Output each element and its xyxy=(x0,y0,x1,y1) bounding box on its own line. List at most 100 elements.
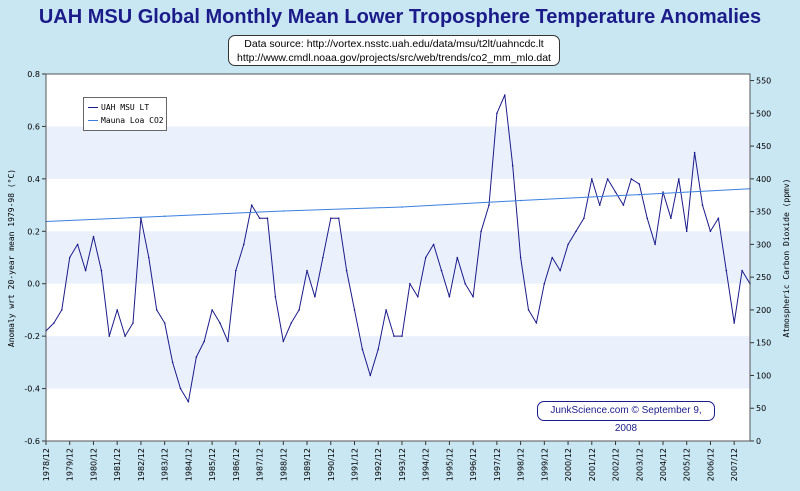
data-point-uah xyxy=(274,296,277,298)
series-layer xyxy=(45,94,751,403)
data-source-box: Data source: http://vortex.nsstc.uah.edu… xyxy=(228,35,560,66)
series-line-uah xyxy=(45,94,751,403)
data-point-uah xyxy=(219,322,221,324)
x-tick-label: 2007/12 xyxy=(730,448,739,481)
data-point-uah xyxy=(741,269,743,272)
legend: UAH MSU LT Mauna Loa CO2 xyxy=(83,97,167,131)
y-tick-label: 0.8 xyxy=(27,70,40,79)
x-tick-label: 1999/12 xyxy=(540,448,549,481)
x-tick-label: 1978/12 xyxy=(42,448,51,481)
data-point-uah xyxy=(385,309,387,311)
data-point-uah xyxy=(551,256,553,259)
data-point-uah xyxy=(322,256,324,259)
data-point-uah xyxy=(163,322,166,324)
x-tick-label: 1994/12 xyxy=(422,448,431,481)
x-tick-label: 1983/12 xyxy=(161,448,170,481)
y2-tick-label: 450 xyxy=(756,142,771,151)
y2-tick-label: 250 xyxy=(756,273,771,282)
y-tick-label: 0.2 xyxy=(27,227,40,236)
data-point-uah xyxy=(733,322,735,324)
data-point-uah xyxy=(306,269,308,272)
data-point-uah xyxy=(266,217,269,219)
x-tick-label: 1997/12 xyxy=(493,448,502,481)
data-point-co2 xyxy=(519,199,522,202)
x-tick-label: 2004/12 xyxy=(659,448,668,481)
data-point-uah xyxy=(472,296,474,298)
y-axis-ticks: -0.6 -0.4 -0.2 0.0 0.2 0.4 0.6 0.8 xyxy=(24,70,46,446)
x-tick-label: 1998/12 xyxy=(517,448,526,481)
data-point-co2 xyxy=(163,215,166,217)
y-tick-label: -0.4 xyxy=(24,385,40,394)
x-tick-label: 1989/12 xyxy=(303,448,312,481)
y2-tick-label: 200 xyxy=(756,306,771,315)
data-point-uah xyxy=(377,348,380,351)
x-tick-label: 1979/12 xyxy=(66,448,75,481)
data-point-uah xyxy=(511,164,514,167)
legend-label-uah: UAH MSU LT xyxy=(101,103,150,112)
x-tick-label: 1985/12 xyxy=(208,448,217,481)
y-tick-label: -0.2 xyxy=(24,332,40,341)
y-tick-label: 0.6 xyxy=(27,122,40,131)
data-point-uah xyxy=(84,269,87,272)
data-point-uah xyxy=(353,309,356,311)
data-point-uah xyxy=(282,340,285,343)
data-point-uah xyxy=(227,340,229,343)
data-point-uah xyxy=(591,178,593,180)
data-point-uah xyxy=(116,309,118,311)
legend-swatch-uah xyxy=(88,107,98,108)
data-point-uah xyxy=(401,335,403,337)
data-point-uah xyxy=(543,282,546,285)
x-tick-label: 1982/12 xyxy=(137,448,146,481)
data-point-uah xyxy=(250,204,253,206)
data-point-uah xyxy=(124,335,126,337)
x-tick-label: 1991/12 xyxy=(350,448,359,481)
y2-tick-label: 550 xyxy=(756,77,771,86)
y-tick-label: -0.6 xyxy=(24,437,40,446)
data-point-uah xyxy=(155,309,158,311)
x-tick-label: 2000/12 xyxy=(564,448,573,481)
data-point-uah xyxy=(598,204,601,206)
data-point-uah xyxy=(575,230,577,233)
x-tick-label: 2002/12 xyxy=(612,448,621,481)
data-point-uah xyxy=(187,400,190,403)
data-point-uah xyxy=(424,256,427,259)
data-point-uah xyxy=(709,230,712,233)
data-point-uah xyxy=(567,243,569,246)
data-point-uah xyxy=(290,322,293,324)
data-point-uah xyxy=(148,256,150,259)
y2-tick-label: 400 xyxy=(756,175,771,184)
data-point-uah xyxy=(108,335,111,337)
x-tick-label: 2005/12 xyxy=(683,448,692,481)
data-point-uah xyxy=(393,335,395,337)
x-tick-label: 1996/12 xyxy=(469,448,478,481)
data-point-uah xyxy=(195,356,198,358)
y2-tick-label: 500 xyxy=(756,109,771,118)
data-point-uah xyxy=(258,217,261,219)
data-point-co2 xyxy=(282,210,285,212)
data-point-uah xyxy=(535,322,538,324)
data-point-uah xyxy=(369,374,372,377)
data-point-uah xyxy=(480,230,482,233)
y-tick-label: 0.0 xyxy=(27,280,40,289)
data-point-uah xyxy=(464,282,467,285)
x-tick-label: 1984/12 xyxy=(184,448,193,481)
y2-tick-label: 150 xyxy=(756,339,771,348)
data-point-uah xyxy=(243,243,245,246)
grid-band xyxy=(46,231,750,284)
data-point-uah xyxy=(417,296,419,298)
data-point-uah xyxy=(140,217,142,219)
legend-label-co2: Mauna Loa CO2 xyxy=(101,116,164,125)
data-point-co2 xyxy=(638,193,641,196)
data-point-uah xyxy=(527,309,530,311)
x-tick-label: 1986/12 xyxy=(232,448,241,481)
data-point-uah xyxy=(409,282,411,285)
data-point-uah xyxy=(662,191,664,193)
data-point-uah xyxy=(203,340,205,343)
data-point-uah xyxy=(345,269,348,272)
data-point-uah xyxy=(61,309,63,311)
data-point-uah xyxy=(432,243,435,246)
grid-band xyxy=(46,126,750,179)
data-point-uah xyxy=(68,256,71,259)
data-point-uah xyxy=(488,204,490,206)
